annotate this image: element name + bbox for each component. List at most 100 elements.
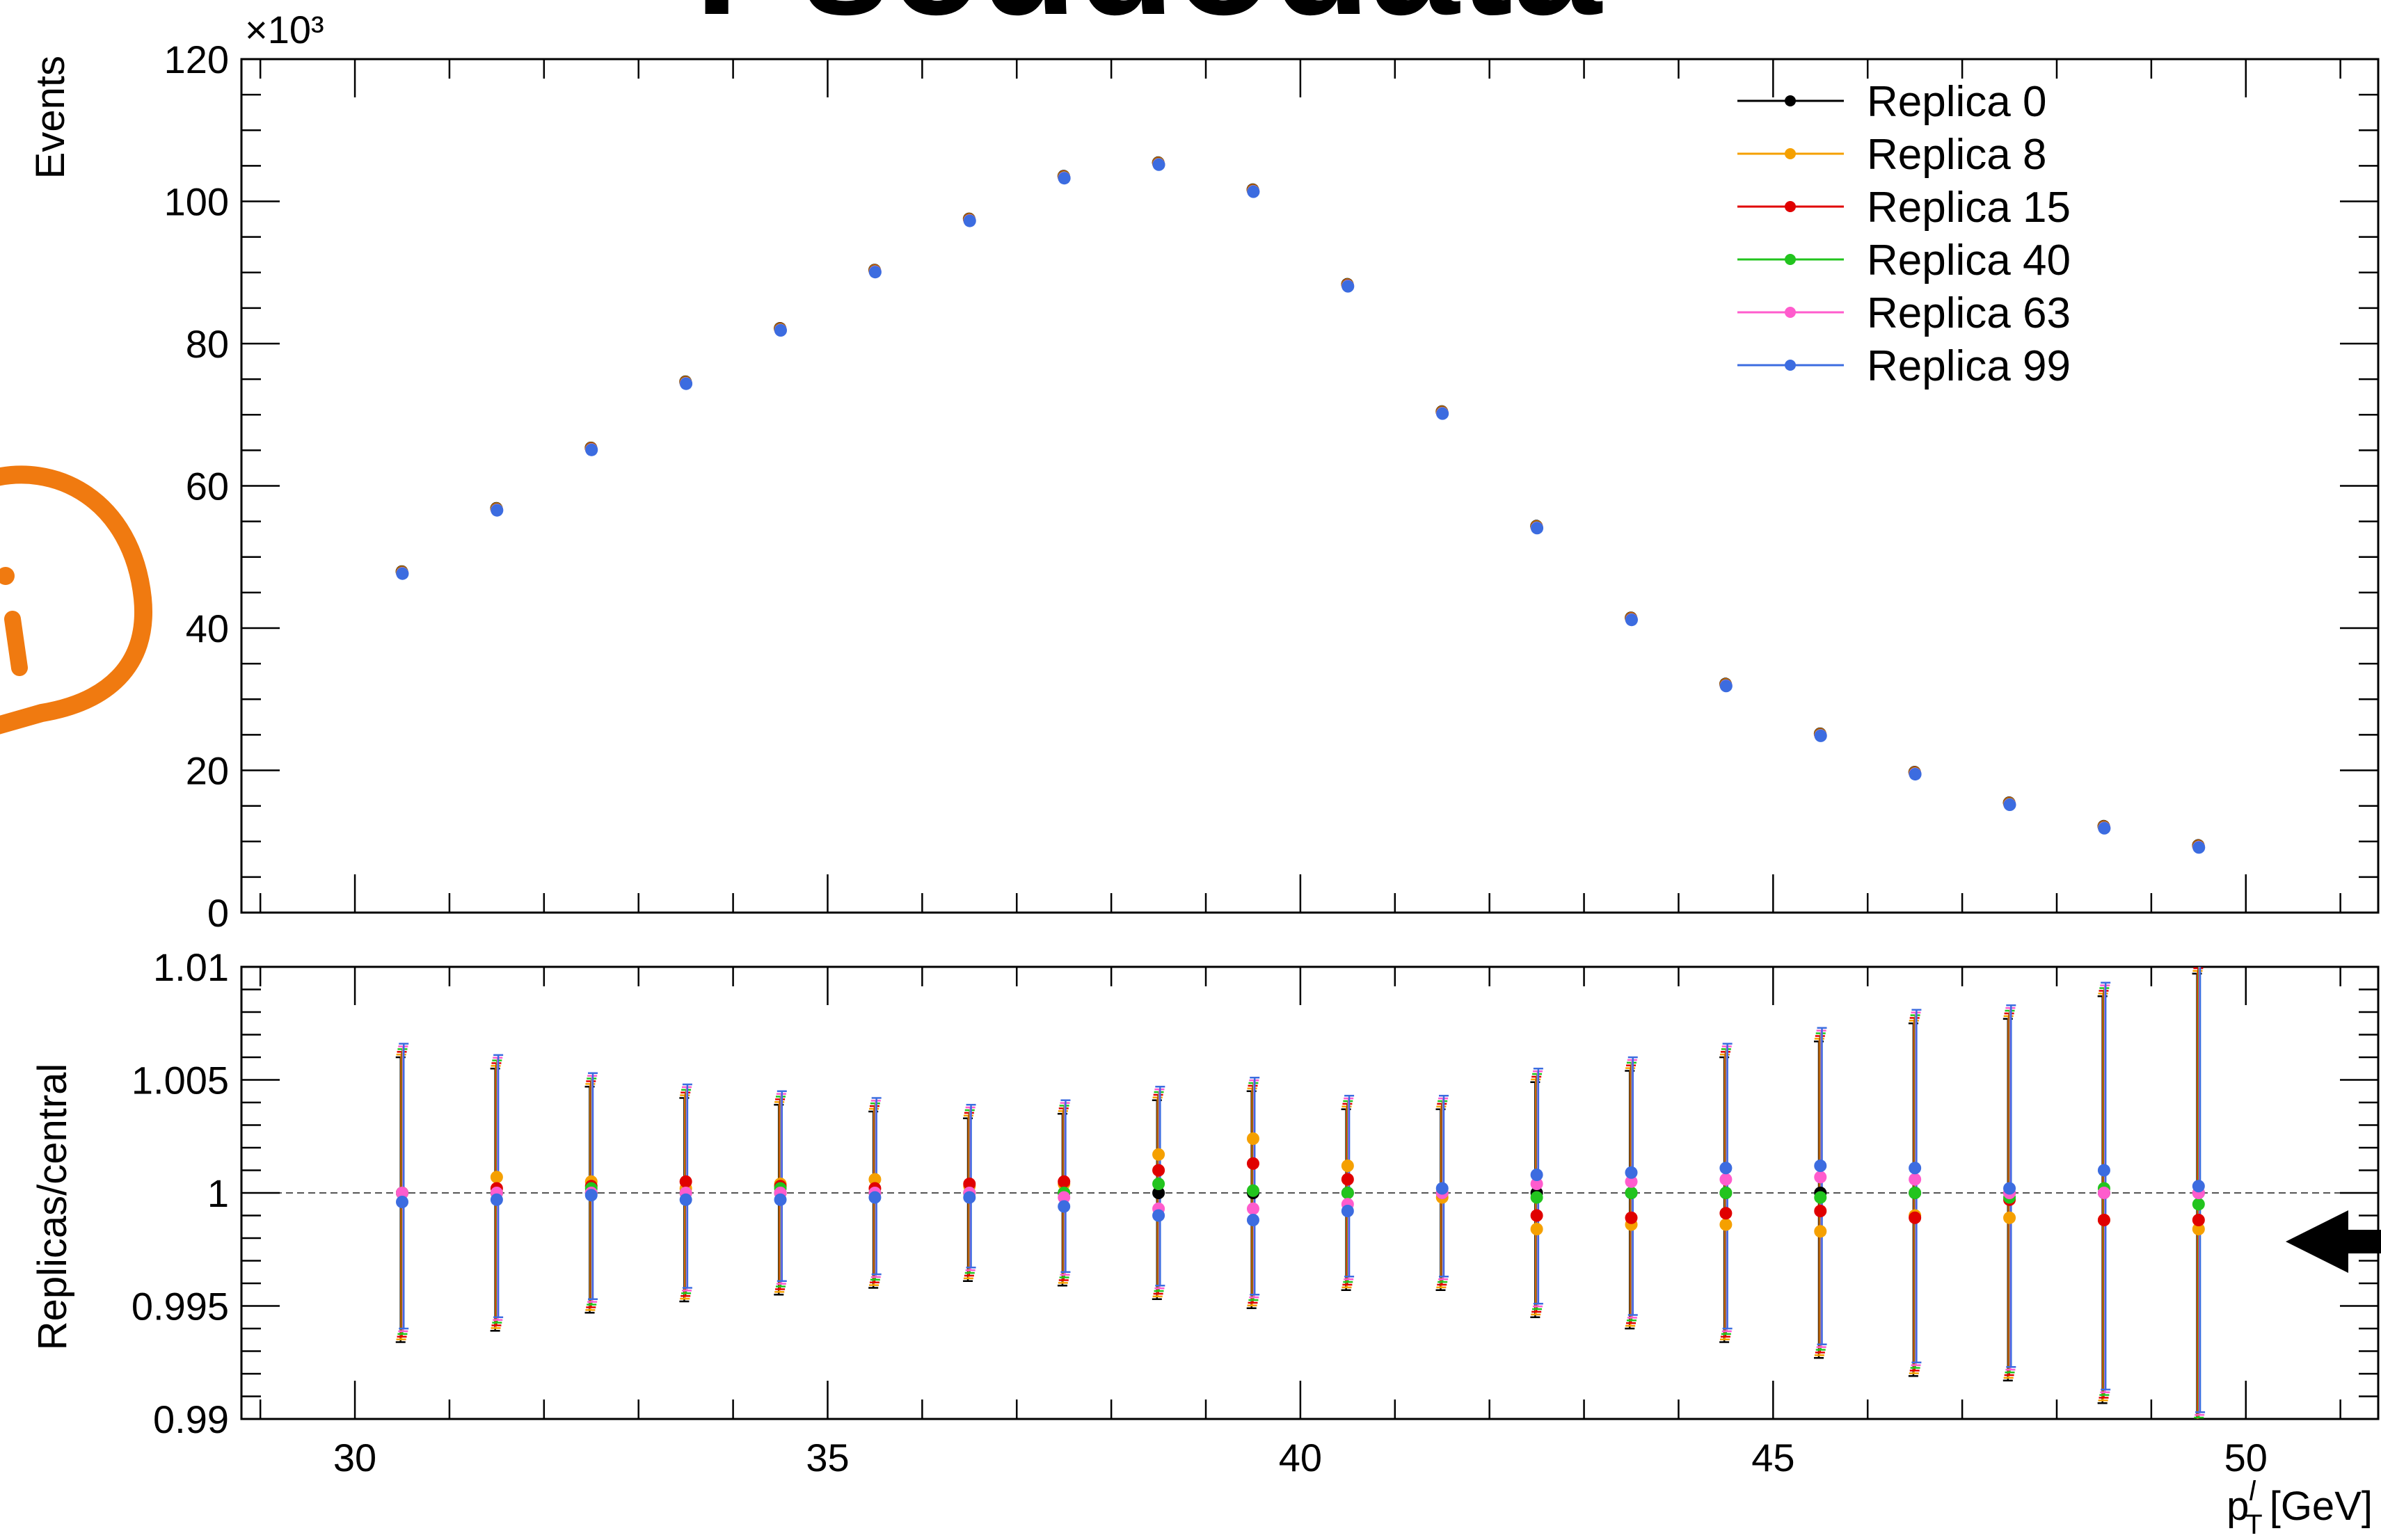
lower-point (963, 1178, 976, 1190)
lower-point (396, 1196, 409, 1208)
lower-point (1909, 1211, 1922, 1224)
upper-point (2098, 821, 2111, 835)
lower-point (2192, 1223, 2205, 1235)
lower-point (1625, 1175, 1638, 1188)
lower-point (2097, 1214, 2110, 1226)
lower-point (1530, 1191, 1543, 1204)
lower-point (490, 1193, 503, 1206)
lower-y-tick-label: 0.995 (132, 1285, 229, 1329)
lower-y-tick-label: 1.01 (153, 945, 229, 989)
lower-point (1625, 1187, 1638, 1199)
legend-label: Replica 63 (1867, 289, 2071, 337)
legend-marker (1785, 95, 1796, 106)
lower-point (1814, 1171, 1827, 1184)
upper-point (585, 443, 598, 456)
lower-point (1625, 1166, 1638, 1179)
upper-y-tick-label: 40 (186, 607, 229, 650)
x-tick-label: 30 (333, 1436, 376, 1479)
lower-data-points (395, 967, 2206, 1419)
lower-point (1246, 1202, 1259, 1215)
lower-point (1530, 1209, 1543, 1222)
legend-marker (1785, 148, 1796, 159)
lower-y-tick-label: 1.005 (132, 1059, 229, 1102)
legend-marker (1785, 201, 1796, 212)
upper-point (491, 504, 504, 517)
legend-marker (1785, 307, 1796, 318)
upper-y-tick-label: 20 (186, 749, 229, 793)
lower-point (1152, 1178, 1165, 1190)
lower-point (1814, 1191, 1827, 1204)
upper-point (1909, 768, 1922, 781)
legend-label: Replica 0 (1867, 78, 2046, 126)
lower-point (1435, 1182, 1449, 1195)
arrow-left-icon (2286, 1210, 2381, 1273)
lower-y-tick-label: 0.99 (153, 1397, 229, 1441)
upper-point (1436, 407, 1449, 420)
upper-y-tick-label: 100 (164, 180, 229, 224)
upper-point (1719, 680, 1733, 693)
lower-point (1909, 1162, 1922, 1175)
lower-point (1246, 1214, 1259, 1226)
lower-point (679, 1193, 692, 1206)
upper-point (1058, 172, 1071, 185)
upper-y-tick-labels: 0 20 40 60 80 100 120 (164, 38, 229, 935)
upper-point (774, 324, 787, 337)
upper-data-points (395, 156, 2206, 854)
upper-y-axis-title: Events (28, 56, 73, 179)
x-tick-label: 40 (1279, 1436, 1322, 1479)
legend-label: Replica 99 (1867, 342, 2071, 390)
lower-point (1814, 1205, 1827, 1217)
upper-point (2192, 841, 2206, 854)
lower-ticks (241, 965, 2378, 1420)
x-axis-unit: [GeV] (2270, 1484, 2373, 1529)
legend-label: Replica 40 (1867, 236, 2071, 284)
lower-point (1719, 1207, 1733, 1220)
upper-point (1814, 729, 1827, 742)
upper-point (1531, 522, 1544, 535)
lower-point (584, 1189, 598, 1202)
lower-point (1814, 1225, 1827, 1238)
upper-point (396, 567, 409, 580)
lower-point (1152, 1209, 1165, 1222)
x-axis-subscript: T (2245, 1509, 2262, 1540)
lower-point (1719, 1187, 1733, 1199)
y-multiplier-label: ×10³ (245, 8, 324, 51)
lower-point (2097, 1164, 2110, 1177)
lower-point (1625, 1211, 1638, 1224)
upper-point (680, 377, 693, 390)
orange-circle-annotation (0, 465, 152, 735)
lower-point (963, 1191, 976, 1204)
upper-point (1152, 158, 1165, 171)
lower-point (868, 1173, 882, 1186)
lower-point (1246, 1184, 1259, 1197)
upper-point (868, 266, 882, 279)
x-axis-symbol: p (2227, 1484, 2249, 1529)
lower-point (774, 1193, 787, 1206)
lower-y-tick-label: 1 (207, 1171, 229, 1215)
lower-panel: 0.99 0.995 1 1.005 1.01 30 35 40 45 50 Replicas/… (30, 945, 2380, 1540)
upper-y-tick-label: 120 (164, 38, 229, 81)
lower-point (679, 1175, 692, 1188)
lower-point (1719, 1173, 1733, 1186)
lower-y-tick-labels: 0.99 0.995 1 1.005 1.01 (132, 945, 229, 1441)
lower-point (1152, 1148, 1165, 1161)
lower-point (1341, 1160, 1354, 1172)
lower-point (1530, 1178, 1543, 1190)
x-axis-title: pl T [GeV] (2227, 1476, 2373, 1540)
x-tick-label: 35 (806, 1436, 849, 1479)
lower-point (1530, 1223, 1543, 1235)
lower-point (1909, 1173, 1922, 1186)
legend-label: Replica 8 (1867, 131, 2046, 179)
lower-point (1152, 1164, 1165, 1177)
lower-point (2003, 1211, 2016, 1224)
lower-point (1246, 1157, 1259, 1170)
lower-point (1058, 1191, 1071, 1204)
lower-point (2192, 1180, 2205, 1193)
lower-point (2097, 1187, 2110, 1199)
lower-point (1341, 1173, 1354, 1186)
upper-y-tick-label: 0 (207, 891, 229, 935)
lower-y-axis-title: Replicas/central (30, 1064, 75, 1351)
x-tick-label: 45 (1751, 1436, 1794, 1479)
